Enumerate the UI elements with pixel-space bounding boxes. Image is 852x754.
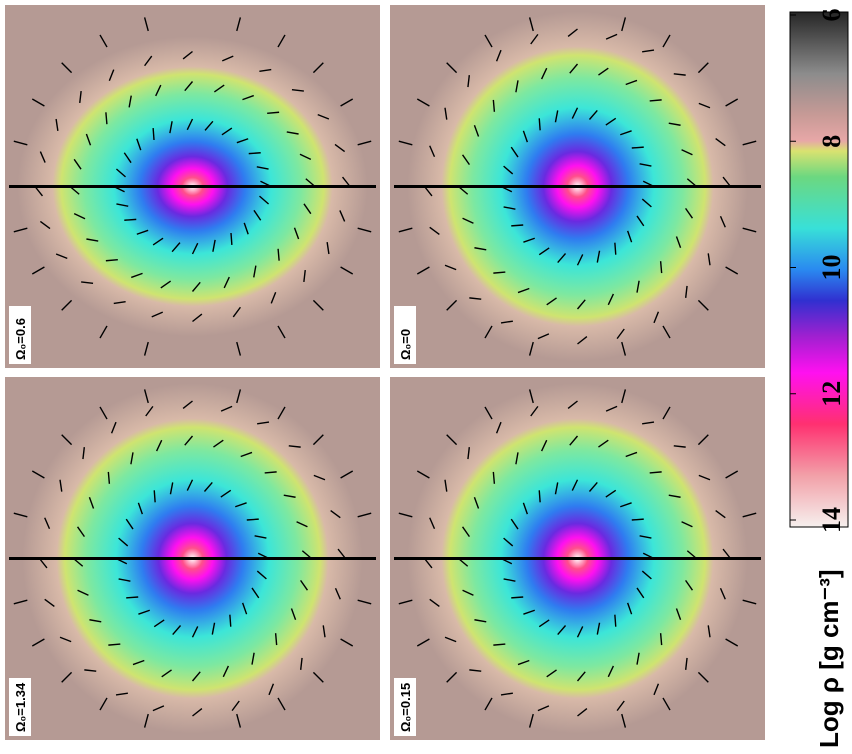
colorbar-label: Log ρ [g cm⁻³] (814, 569, 844, 748)
colorbar-tick-label: 6 (817, 9, 846, 22)
panel-label: Ω₀=0.15 (398, 683, 413, 732)
panels: Ω₀=0.6 Ω₀=1.34 Ω₀=0 Ω₀=0.15 (5, 5, 765, 740)
panel-label: Ω₀=0 (398, 329, 413, 360)
panel-label: Ω₀=0.6 (13, 318, 28, 360)
panel: Ω₀=1.34 (5, 377, 380, 740)
velocity-arrow (231, 233, 232, 245)
velocity-arrow (249, 153, 261, 154)
velocity-arrow (153, 128, 154, 140)
velocity-arrow (124, 219, 136, 220)
velocity-arrow (615, 615, 616, 627)
velocity-arrow (230, 615, 231, 627)
velocity-arrow (126, 597, 138, 598)
panel: Ω₀=0.15 (390, 377, 765, 740)
colorbar-tick-label: 8 (817, 135, 846, 148)
velocity-arrow (615, 243, 616, 255)
panel: Ω₀=0 (390, 5, 765, 368)
velocity-arrow (632, 147, 644, 148)
figure: Ω₀=0.6 Ω₀=1.34 Ω₀=0 Ω₀=0.15 6 8 10 12 14 Log ρ … (0, 0, 852, 754)
velocity-arrow (511, 225, 523, 226)
velocity-arrow (247, 519, 259, 520)
velocity-arrow (539, 490, 540, 502)
colorbar-tick-label: 12 (817, 381, 846, 407)
velocity-arrow (539, 118, 540, 130)
panel: Ω₀=0.6 (5, 5, 380, 368)
velocity-arrow (632, 519, 644, 520)
colorbar-tick-label: 14 (817, 507, 846, 533)
panel-label: Ω₀=1.34 (13, 682, 28, 732)
velocity-arrow (154, 490, 155, 502)
colorbar-tick-label: 10 (817, 255, 846, 281)
velocity-arrow (511, 597, 523, 598)
